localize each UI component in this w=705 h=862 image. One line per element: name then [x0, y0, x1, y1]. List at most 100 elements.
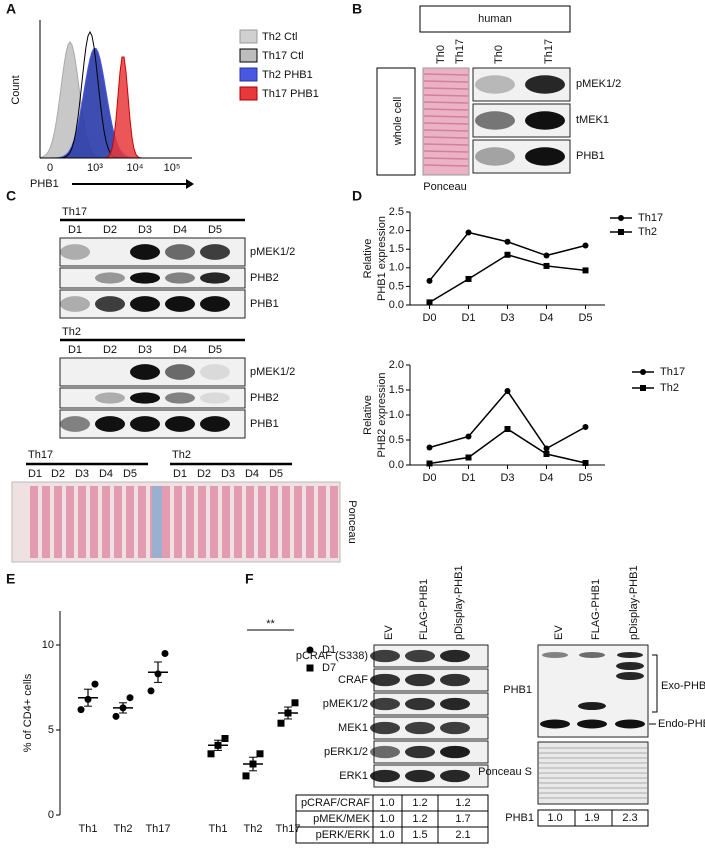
legend-label: Th17 [660, 366, 685, 378]
marker [504, 388, 511, 394]
x-tick-label: D1 [461, 312, 475, 324]
x-tick-label: Th17 [275, 823, 300, 835]
y-tick-label: 2.5 [389, 206, 404, 218]
marker-lane [152, 486, 162, 558]
marker [582, 242, 589, 249]
lane-label: D1 [68, 224, 82, 236]
band [130, 296, 160, 312]
ponceau-lane [42, 486, 50, 558]
legend-swatch [239, 86, 258, 101]
ponceau-stripe [423, 108, 469, 111]
x-tick-label: 10³ [87, 162, 103, 174]
ponceau-lane [54, 486, 62, 558]
ponceau-stripe [423, 143, 469, 146]
ponceau-lane [186, 486, 194, 558]
legend-label: Th2 [660, 382, 679, 394]
marker [256, 750, 264, 758]
band [130, 364, 160, 380]
annotation: Exo-PHB1 [661, 680, 705, 692]
marker [291, 699, 299, 707]
marker [640, 385, 646, 391]
band [165, 296, 195, 312]
series-line [429, 253, 586, 304]
band [542, 652, 568, 658]
ponceau-lane [162, 486, 170, 558]
y-tick-label: 1.5 [389, 384, 404, 396]
lane-label: Th17 [454, 39, 466, 64]
legend-label: D1 [322, 644, 336, 656]
band-label: pMEK1/2 [250, 246, 295, 258]
band [200, 392, 230, 404]
x-tick-label: D1 [461, 472, 475, 484]
ponceau-lane [138, 486, 146, 558]
marker [618, 215, 624, 221]
band [370, 649, 400, 663]
ponceau-lane [258, 486, 266, 558]
marker [426, 444, 433, 451]
lane-label: D5 [123, 468, 137, 480]
table-cell: 1.2 [412, 813, 427, 825]
marker [465, 229, 472, 236]
section-box [376, 67, 416, 176]
legend-label: D7 [322, 662, 336, 674]
band [405, 697, 435, 711]
y-tick-label: 0.0 [389, 299, 404, 311]
ponceau-stripe [423, 122, 469, 125]
y-tick-label: 0.5 [389, 280, 404, 292]
marker [582, 267, 589, 274]
ponceau-lane [282, 486, 290, 558]
marker [426, 299, 433, 306]
legend-label: Th2 PHB1 [262, 69, 313, 81]
band-label: PHB2 [250, 272, 279, 284]
group-label: Th17 [28, 449, 53, 461]
panel-label: C [6, 188, 16, 204]
x-label: PHB1 [30, 178, 59, 190]
lane-label: D1 [68, 344, 82, 356]
x-tick-label: 0 [47, 162, 53, 174]
marker [582, 424, 589, 430]
legend-swatch [239, 67, 258, 82]
x-tick-label: Th17 [145, 823, 170, 835]
y-tick-label: 1.0 [389, 409, 404, 421]
marker [504, 251, 511, 258]
lane-label: D4 [245, 468, 259, 480]
band [405, 745, 435, 759]
lane-label: D4 [173, 344, 187, 356]
marker [77, 706, 85, 714]
band [60, 416, 90, 432]
band [475, 75, 515, 94]
band-label: pCRAF (S338) [296, 650, 368, 662]
table-cell: PHB1 [505, 812, 534, 824]
lane-label: D2 [103, 224, 117, 236]
marker [640, 369, 646, 375]
band [200, 272, 230, 284]
band-label: pMEK1/2 [323, 698, 368, 710]
lane-label: D5 [208, 344, 222, 356]
band [440, 745, 470, 759]
ponceau-stripe [423, 136, 469, 139]
band [440, 769, 470, 783]
panel-label: E [6, 571, 15, 587]
y-tick-label: 1.5 [389, 243, 404, 255]
ratio-table [537, 809, 649, 827]
band [440, 673, 470, 687]
y-tick-label: 0.0 [389, 459, 404, 471]
marker [426, 277, 433, 284]
band [405, 769, 435, 783]
table-cell: 1.9 [584, 812, 599, 824]
band [440, 721, 470, 735]
band [579, 652, 605, 658]
annotation: Endo-PHB1 [658, 718, 705, 730]
ratio-table [295, 794, 489, 844]
band [130, 244, 160, 260]
table-cell: 2.3 [622, 812, 637, 824]
table-cell: pCRAF/CRAF [301, 797, 370, 809]
band [525, 111, 565, 130]
band [130, 416, 160, 432]
marker [306, 664, 314, 672]
legend-swatch [239, 48, 258, 63]
band [165, 272, 195, 284]
x-tick-label: Th1 [209, 823, 228, 835]
